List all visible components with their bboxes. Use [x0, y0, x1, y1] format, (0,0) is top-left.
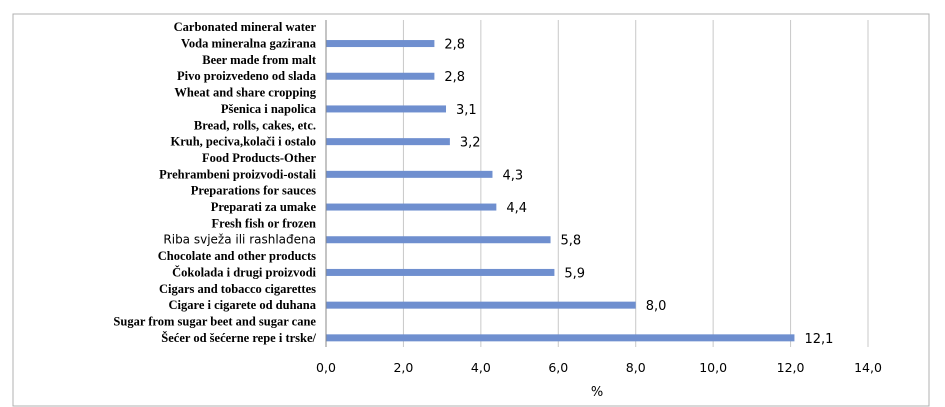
- data-labels: 2,8 2,8 3,1 3,2 4,3 4,4 5,8 5,9 8,0 12,1: [444, 38, 833, 347]
- bar: [326, 268, 555, 276]
- x-tick-label: 8,0: [626, 360, 646, 375]
- bar: [326, 170, 493, 178]
- bar: [326, 105, 447, 113]
- bar: [326, 334, 795, 342]
- category-label-en: Food Products-Other: [202, 151, 316, 165]
- category-label-local: Prehrambeni proizvodi-ostali: [159, 167, 316, 181]
- category-label-en: Preparations for sauces: [191, 184, 316, 198]
- data-label: 2,8: [444, 70, 465, 85]
- category-label-en: Beer made from malt: [202, 53, 317, 67]
- x-tick-label: 4,0: [471, 360, 491, 375]
- data-label: 8,0: [646, 299, 667, 314]
- x-tick-label: 14,0: [854, 360, 882, 375]
- category-label-en: Fresh fish or frozen: [211, 216, 316, 230]
- x-tick-label: 2,0: [393, 360, 413, 375]
- data-label: 12,1: [804, 332, 833, 347]
- data-label: 2,8: [444, 38, 465, 53]
- category-label-local: Cigare i cigarete od duhana: [169, 298, 317, 312]
- x-tick-label: 0,0: [316, 360, 336, 375]
- bar: [326, 72, 435, 80]
- data-label: 5,9: [564, 266, 585, 281]
- bar: [326, 203, 497, 211]
- bar: [326, 301, 636, 309]
- data-label: 5,8: [561, 234, 582, 249]
- bars: [326, 40, 795, 342]
- x-tick-label: 6,0: [548, 360, 568, 375]
- category-label-local: Pšenica i napolica: [221, 102, 317, 116]
- x-tick-label: 10,0: [699, 360, 727, 375]
- bar: [326, 138, 450, 146]
- category-label-local: Voda mineralna gazirana: [181, 37, 317, 51]
- bar: [326, 236, 551, 244]
- category-label-local: Šećer od šećerne repe i trske/: [161, 331, 316, 345]
- data-label: 4,3: [502, 168, 523, 183]
- category-label-en: Sugar from sugar beet and sugar cane: [113, 314, 316, 328]
- category-labels: Carbonated mineral water Voda mineralna g…: [113, 20, 316, 345]
- category-label-local: Riba svježa ili rashlađena: [163, 233, 316, 247]
- category-label-local: Čokolada i drugi proizvodi: [172, 265, 316, 279]
- x-tick-labels: 0,0 2,0 4,0 6,0 8,0 10,0 12,0 14,0: [316, 360, 882, 375]
- data-label: 4,4: [506, 201, 527, 216]
- category-label-en: Cigars and tobacco cigarettes: [159, 282, 316, 296]
- category-label-en: Bread, rolls, cakes, etc.: [194, 118, 316, 132]
- bar: [326, 40, 435, 48]
- x-tick-label: 12,0: [777, 360, 805, 375]
- category-label-local: Pivo proizvedeno od slada: [177, 69, 317, 83]
- data-label: 3,1: [456, 103, 477, 118]
- data-label: 3,2: [460, 136, 481, 151]
- category-label-local: Kruh, peciva,kolači i ostalo: [171, 135, 317, 149]
- category-label-en: Wheat and share cropping: [174, 86, 316, 100]
- category-label-local: Preparati za umake: [211, 200, 317, 214]
- category-label-en: Chocolate and other products: [158, 249, 316, 263]
- category-label-en: Carbonated mineral water: [174, 20, 317, 34]
- x-axis-title: %: [591, 385, 603, 400]
